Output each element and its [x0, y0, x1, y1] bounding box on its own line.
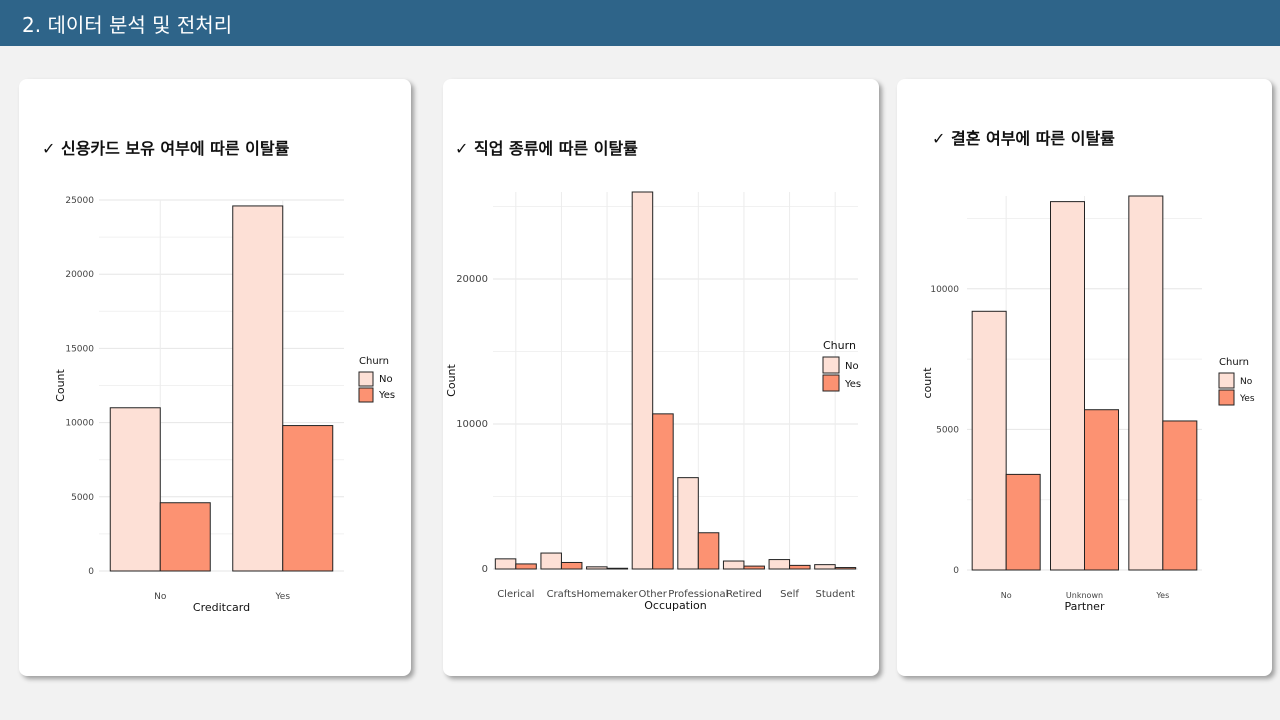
bar-professional-no: [677, 477, 699, 570]
x-axis-title: Creditcard: [193, 601, 250, 614]
y-tick-label: 0: [953, 566, 959, 576]
x-axis-title: Partner: [1065, 600, 1105, 613]
y-tick-label: 25000: [65, 196, 94, 206]
x-tick-label: Yes: [1155, 591, 1169, 600]
x-tick-label: Crafts: [547, 589, 577, 600]
chart-card-partner: ✓ 결혼 여부에 따른 이탈률 0 5000 10000 No Unknown Yes Pa…: [897, 79, 1272, 676]
bar-professional-yes: [697, 532, 720, 570]
bar-yes-no: [1128, 195, 1164, 571]
legend-label: Yes: [378, 390, 395, 401]
bar-no-no: [971, 310, 1007, 571]
legend-label: Yes: [1239, 394, 1255, 404]
bar-clerical-yes: [515, 563, 537, 570]
bar-yes-yes: [282, 425, 334, 572]
header-bar: 2. 데이터 분석 및 전처리: [0, 0, 1280, 46]
y-axis-title: Count: [445, 363, 458, 396]
legend-swatch-yes: [1218, 389, 1235, 406]
bar-yes-yes: [1162, 420, 1198, 571]
y-tick-label: 0: [482, 564, 488, 575]
x-tick-label: Clerical: [497, 589, 534, 600]
bar-unknown-yes: [1084, 409, 1119, 571]
x-tick-label: Student: [816, 589, 855, 600]
legend-swatch-no: [822, 356, 840, 374]
y-tick-label: 10000: [456, 419, 488, 430]
x-tick-label: Other: [638, 589, 667, 600]
page-title: 2. 데이터 분석 및 전처리: [22, 13, 233, 37]
bar-other-yes: [652, 413, 674, 570]
occupation-churn-chart: 0 10000 20000 Clerical Crafts Homemaker Other P…: [445, 191, 861, 612]
chart-card-creditcard: ✓ 신용카드 보유 여부에 따른 이탈률 0 5000 10000 15000 2000…: [19, 79, 411, 676]
x-axis-title: Occupation: [644, 599, 707, 612]
x-tick-label: No: [1001, 591, 1012, 600]
bar-student-yes: [834, 567, 857, 570]
bar-unknown-no: [1050, 201, 1085, 571]
bar-self-yes: [789, 564, 811, 570]
bar-no-yes: [159, 502, 211, 572]
y-tick-label: 5000: [936, 425, 959, 435]
x-tick-label: Unknown: [1066, 591, 1103, 600]
legend-label: Yes: [844, 379, 861, 390]
bar-crafts-yes: [560, 561, 583, 570]
chart-card-occupation: ✓ 직업 종류에 따른 이탈률 0 10000 20000 Clerical Craft…: [443, 79, 879, 676]
bar-homemaker-no: [586, 566, 608, 570]
legend-label: No: [1240, 377, 1253, 387]
y-tick-label: 10000: [65, 419, 94, 429]
y-axis-title: Count: [54, 368, 67, 401]
legend-swatch-yes: [822, 374, 840, 392]
card-title-creditcard: ✓ 신용카드 보유 여부에 따른 이탈률: [42, 139, 290, 158]
legend-swatch-no: [1218, 372, 1235, 389]
y-tick-label: 20000: [456, 274, 488, 285]
y-axis-title: count: [921, 367, 934, 399]
bar-homemaker-yes: [606, 567, 629, 570]
card-title-occupation: ✓ 직업 종류에 따른 이탈률: [455, 139, 638, 158]
y-tick-label: 15000: [65, 344, 94, 354]
bar-clerical-no: [494, 558, 517, 570]
bar-other-no: [631, 191, 654, 570]
x-tick-label: Retired: [726, 589, 762, 600]
legend-swatch-no: [358, 371, 374, 387]
x-tick-label: Yes: [274, 592, 290, 602]
bar-no-yes: [1005, 473, 1041, 571]
legend-swatch-yes: [358, 387, 374, 403]
legend-label: No: [379, 374, 393, 385]
bar-self-no: [768, 559, 791, 570]
legend-label: No: [845, 361, 859, 372]
y-tick-label: 10000: [930, 285, 959, 295]
bar-yes-no: [232, 205, 284, 572]
bar-student-no: [814, 564, 836, 570]
bar-retired-yes: [743, 565, 765, 570]
y-tick-label: 20000: [65, 270, 94, 280]
x-tick-label: Professional: [668, 589, 728, 600]
y-tick-label: 0: [88, 567, 94, 577]
legend-title: Churn: [823, 339, 856, 352]
bar-crafts-no: [540, 552, 562, 570]
x-tick-label: Homemaker: [577, 589, 639, 600]
x-tick-label: No: [154, 592, 167, 602]
legend-title: Churn: [1219, 357, 1249, 368]
x-tick-label: Self: [780, 589, 799, 600]
bar-no-no: [109, 407, 161, 572]
bar-retired-no: [722, 560, 745, 570]
card-title-partner: ✓ 결혼 여부에 따른 이탈률: [932, 129, 1115, 148]
y-tick-label: 5000: [71, 493, 94, 503]
creditcard-churn-chart: 0 5000 10000 15000 20000 25000 No Yes Creditcard…: [54, 196, 395, 614]
partner-churn-chart: 0 5000 10000 No Unknown Yes Partner count Churn N…: [921, 195, 1255, 613]
legend-title: Churn: [359, 356, 389, 367]
